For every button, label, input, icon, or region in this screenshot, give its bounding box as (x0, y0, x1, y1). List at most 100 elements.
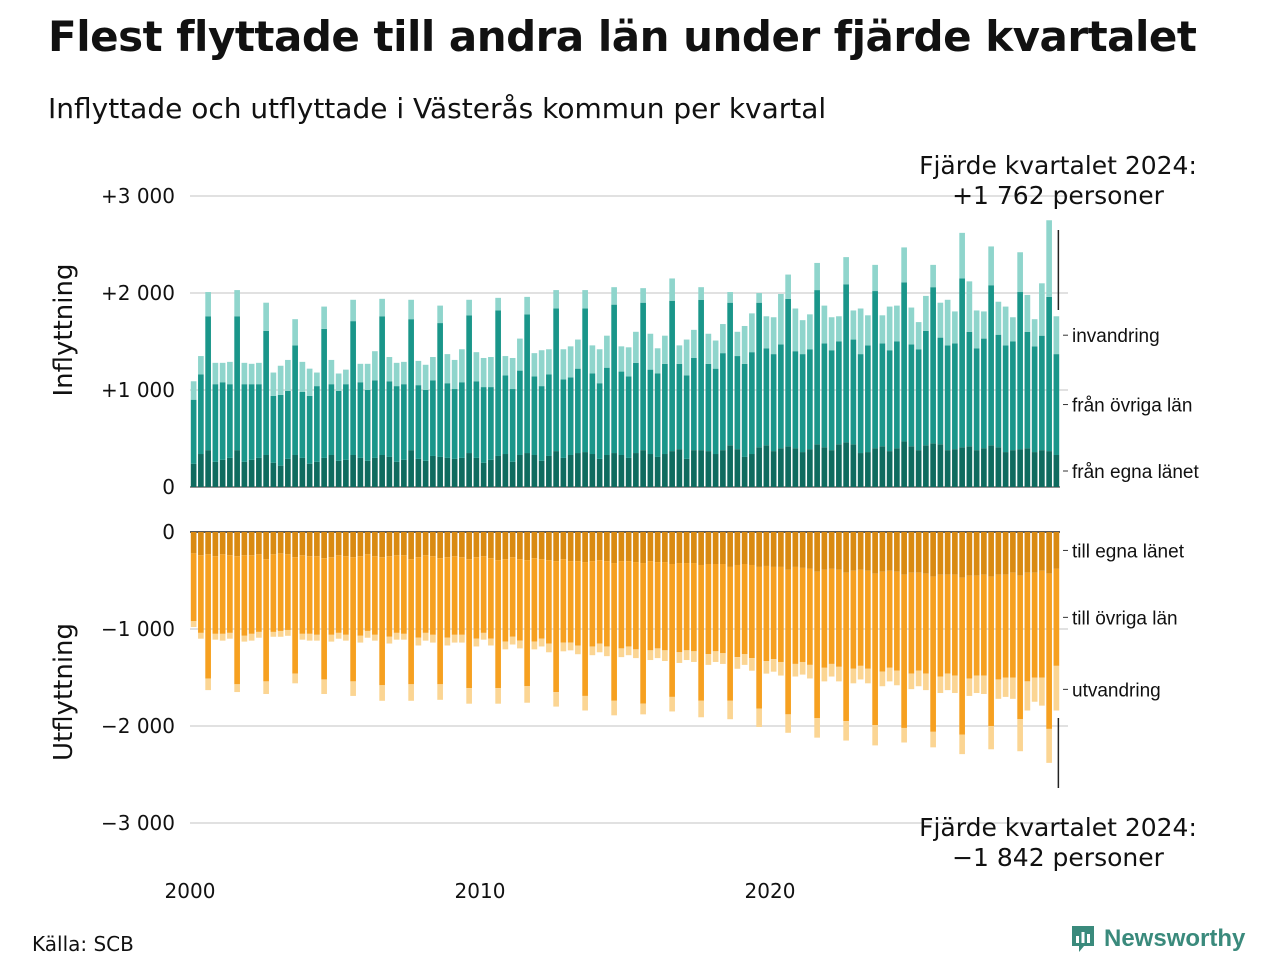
bar-in-2-98 (894, 341, 900, 449)
bar-out-2-21 (335, 555, 342, 633)
bar-out-2-116 (1024, 572, 1031, 682)
bar-in-2-43 (495, 310, 501, 456)
bar-in-3-5 (219, 362, 226, 383)
bar-out-2-31 (408, 559, 414, 685)
bar-in-3-48 (531, 353, 538, 377)
bar-in-3-6 (227, 361, 233, 385)
bar-out-2-76 (734, 564, 741, 658)
bar-in-3-113 (1002, 306, 1009, 346)
bar-out-3-82 (778, 661, 784, 676)
bar-in-1-31 (408, 450, 414, 487)
bar-out-2-62 (633, 562, 639, 650)
bar-out-2-23 (350, 557, 356, 682)
bar-in-3-98 (894, 305, 900, 342)
bar-in-1-106 (952, 449, 958, 487)
bar-in-1-68 (676, 449, 683, 487)
bar-in-3-90 (836, 316, 842, 342)
bar-in-1-113 (1002, 452, 1009, 487)
bar-in-1-22 (343, 459, 349, 487)
bar-in-2-23 (350, 321, 356, 455)
bar-out-2-115 (1017, 575, 1023, 720)
bar-in-3-85 (799, 320, 806, 355)
bar-out-1-43 (495, 532, 501, 561)
bar-out-1-115 (1017, 532, 1023, 576)
bar-out-1-9 (248, 532, 255, 556)
bar-out-3-49 (538, 638, 545, 647)
bar-in-2-31 (408, 319, 414, 451)
bar-in-3-8 (241, 362, 248, 385)
bar-out-2-18 (314, 556, 320, 635)
bar-in-1-8 (241, 461, 248, 487)
bar-out-2-36 (444, 557, 451, 638)
bar-in-1-84 (792, 448, 799, 487)
bar-out-2-111 (988, 576, 994, 726)
bar-out-1-105 (944, 532, 951, 575)
brand-logo[interactable]: Newsworthy (1070, 924, 1245, 954)
bar-in-3-50 (546, 349, 552, 375)
bar-out-3-52 (560, 642, 567, 652)
bar-out-3-23 (350, 681, 356, 696)
bar-out-2-29 (393, 555, 400, 633)
bar-in-1-35 (437, 456, 443, 487)
bar-out-3-111 (988, 726, 994, 750)
bar-out-2-54 (575, 561, 581, 646)
bar-out-3-1 (190, 621, 197, 628)
bar-in-2-106 (952, 343, 958, 450)
bar-out-1-35 (437, 532, 443, 559)
bar-out-2-86 (807, 568, 813, 665)
bar-out-3-46 (517, 640, 523, 649)
bar-in-1-72 (705, 451, 712, 487)
bar-in-2-1 (190, 399, 197, 464)
bar-in-2-54 (575, 368, 581, 454)
bar-in-1-46 (517, 454, 523, 487)
bar-in-3-103 (930, 264, 936, 288)
bar-in-3-112 (995, 301, 1002, 335)
bar-in-3-67 (669, 278, 675, 301)
bar-out-3-54 (575, 645, 581, 655)
bar-in-2-32 (415, 385, 422, 459)
bar-in-3-89 (828, 317, 835, 351)
bar-out-3-13 (277, 630, 284, 637)
bar-in-2-103 (930, 287, 936, 444)
bar-in-3-21 (335, 373, 342, 391)
bar-out-2-118 (1039, 570, 1045, 678)
bar-in-1-43 (495, 455, 501, 487)
bar-in-1-49 (538, 460, 545, 487)
bar-out-1-106 (952, 532, 958, 575)
bar-out-1-27 (379, 532, 385, 558)
bar-out-3-28 (386, 636, 393, 644)
bar-out-2-11 (263, 559, 269, 682)
bar-out-3-91 (843, 721, 849, 741)
bar-in-3-53 (567, 346, 574, 378)
bar-in-1-88 (821, 447, 828, 487)
bar-out-2-109 (973, 575, 980, 676)
bar-out-2-87 (814, 571, 820, 719)
bar-out-3-118 (1039, 677, 1045, 706)
bar-in-3-59 (611, 287, 617, 305)
bar-in-1-103 (930, 443, 936, 487)
bar-out-3-25 (364, 630, 371, 638)
bar-out-2-44 (502, 559, 509, 642)
bar-out-3-95 (872, 725, 878, 746)
bar-out-1-32 (415, 532, 422, 558)
bar-in-1-77 (741, 456, 748, 487)
bar-in-2-3 (205, 316, 211, 451)
bar-in-2-65 (654, 373, 661, 457)
bar-out-2-88 (821, 569, 828, 668)
bar-in-3-104 (937, 302, 944, 338)
bar-in-2-51 (553, 308, 559, 452)
bar-out-3-50 (546, 643, 552, 653)
bar-out-3-119 (1046, 728, 1052, 763)
bar-out-3-103 (930, 731, 936, 748)
bar-out-3-63 (640, 703, 646, 715)
bar-out-2-89 (828, 568, 835, 664)
bar-out-1-68 (676, 532, 683, 564)
bar-in-3-14 (285, 359, 291, 391)
series-label-out-2: till övriga län (1072, 608, 1178, 629)
bar-in-2-44 (502, 375, 509, 455)
bar-out-2-90 (836, 569, 842, 667)
bar-out-2-12 (270, 554, 277, 632)
bar-in-1-57 (596, 458, 603, 487)
bar-out-3-8 (241, 635, 248, 642)
bar-in-1-27 (379, 454, 385, 487)
